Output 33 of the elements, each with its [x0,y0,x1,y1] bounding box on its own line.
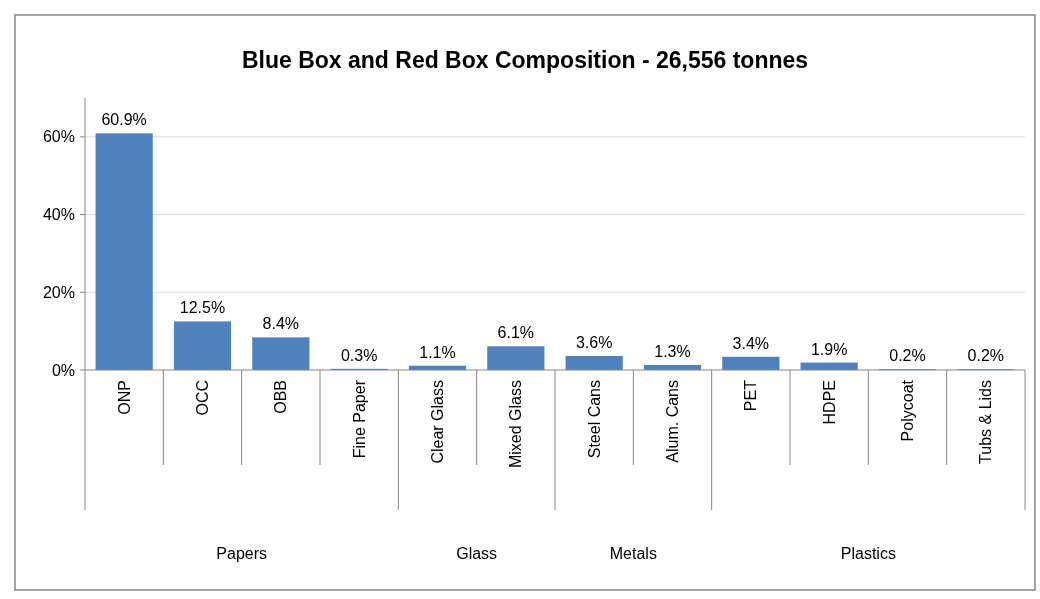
data-label: 0.2% [967,347,1005,365]
x-tick-label: Fine Paper [350,379,368,459]
data-label: 3.6% [575,334,613,352]
data-label: 0.3% [340,346,378,364]
x-tick-label: PET [742,379,760,412]
x-tick-label: HDPE [820,380,838,425]
data-label: 1.1% [419,343,456,361]
x-tick-label: OCC [194,380,212,416]
data-label: 60.9% [101,111,147,129]
x-tick-label: Alum. Cans [664,380,682,463]
y-tick-label: 20% [42,283,75,301]
y-tick-label: 60% [42,128,75,146]
x-tick-label: OBB [272,380,290,414]
y-tick-label: 0% [51,361,75,379]
data-label: 1.9% [810,340,848,358]
text: Metals [609,544,657,562]
x-tick-label: Steel Cans [585,380,603,459]
x-tick-label: ONP [115,380,133,415]
data-label: 1.3% [654,342,691,360]
text: Papers [216,544,268,562]
data-label: 6.1% [497,324,535,342]
chart-title: Blue Box and Red Box Composition - 26,556 tonnes [241,47,809,73]
data-label: 12.5% [179,299,226,317]
x-tick-label: Clear Glass [429,380,447,464]
x-tick-label: Tubs & Lids [977,380,995,464]
text: Glass [456,544,498,562]
x-tick-label: Polycoat [899,379,917,442]
y-tick-label: 40% [42,206,75,224]
x-tick-label: Mixed Glass [507,380,525,469]
text: Plastics [840,544,896,562]
data-label: 0.2% [889,347,926,365]
data-label: 8.4% [262,315,300,333]
data-label: 3.4% [732,334,770,352]
